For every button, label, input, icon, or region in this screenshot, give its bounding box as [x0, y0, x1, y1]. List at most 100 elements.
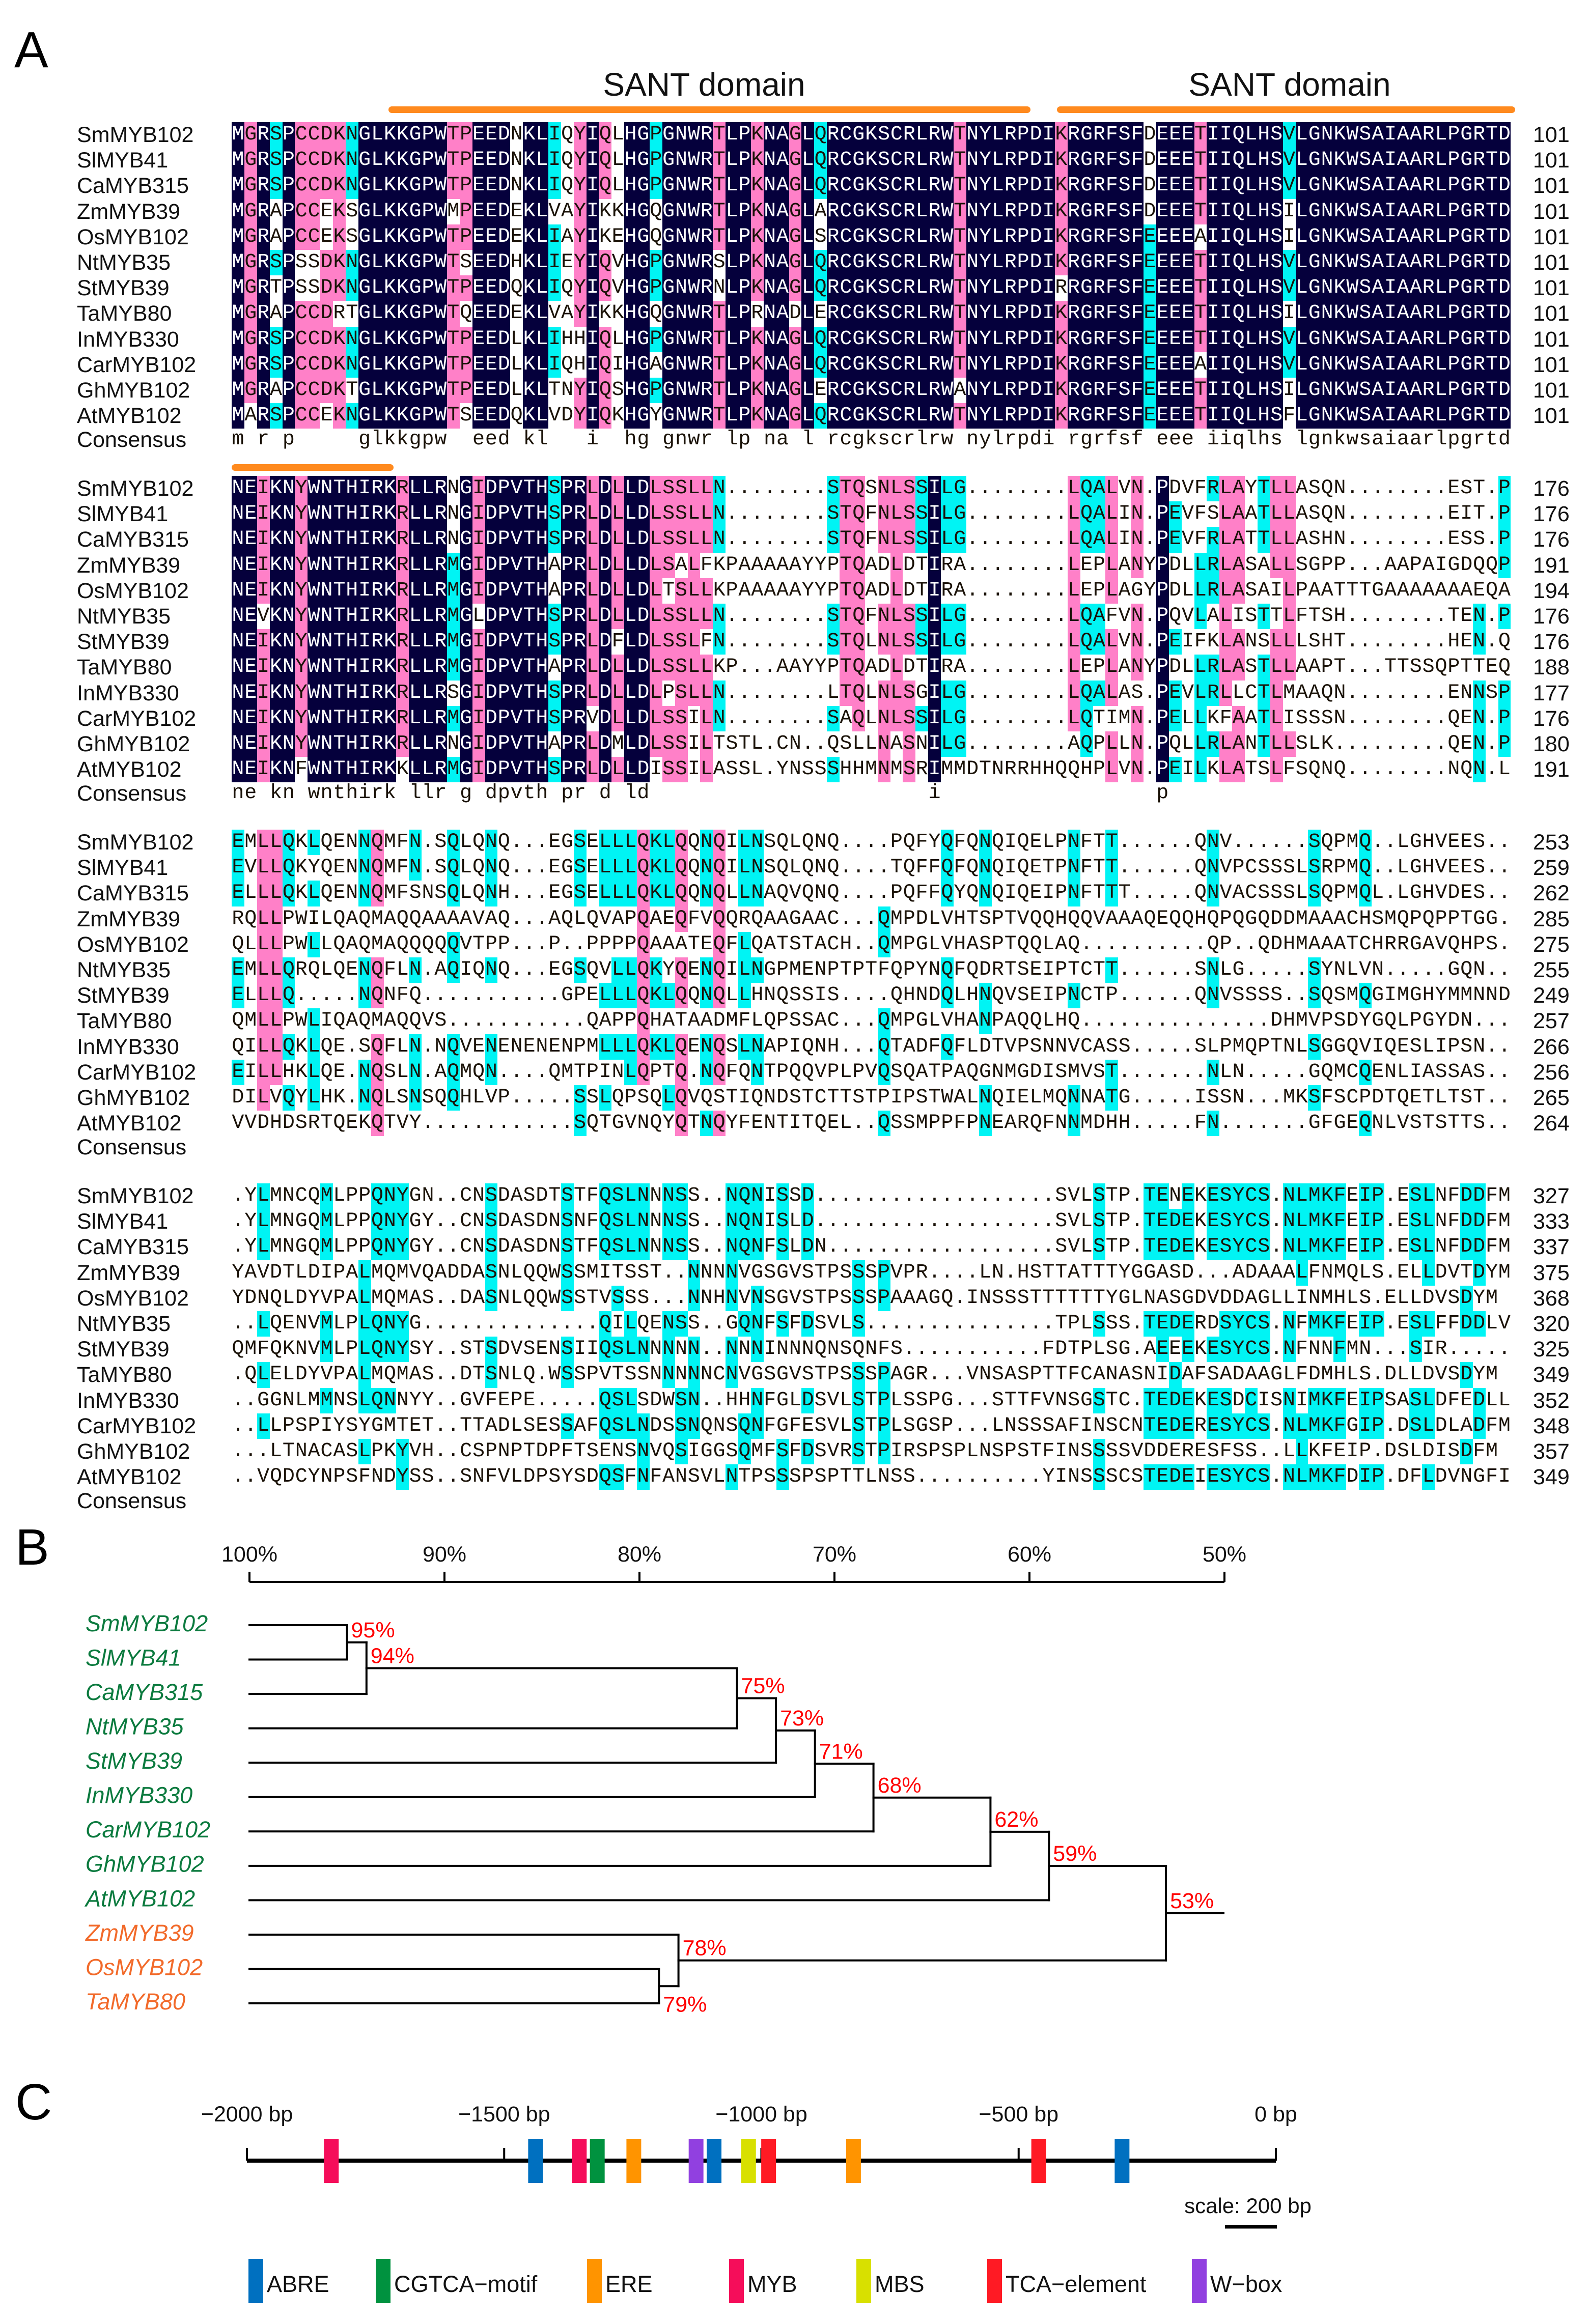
- residue: G: [1308, 553, 1321, 577]
- residue: W: [941, 250, 954, 276]
- residue: N: [1321, 173, 1334, 199]
- residue: L: [409, 552, 422, 578]
- residue: E: [1156, 148, 1169, 174]
- residue: L: [510, 353, 523, 376]
- residue: Q: [510, 276, 523, 300]
- residue: R: [1422, 326, 1435, 352]
- residue: .: [1055, 553, 1068, 577]
- residue: S: [1358, 301, 1372, 327]
- residue: K: [750, 199, 764, 224]
- residue: G: [789, 224, 802, 250]
- residue: G: [409, 326, 422, 352]
- residue: I: [928, 476, 941, 502]
- residue: L: [1067, 578, 1080, 604]
- residue: V: [1182, 477, 1194, 500]
- residue: T: [953, 173, 966, 199]
- residue: K: [333, 275, 346, 301]
- residue: G: [1308, 403, 1321, 429]
- residue: G: [244, 275, 257, 301]
- residue: G: [662, 326, 675, 352]
- residue: N: [966, 275, 979, 301]
- residue: G: [1460, 378, 1473, 404]
- sequence-name: SmMYB102: [77, 123, 194, 147]
- residue: L: [1270, 552, 1283, 578]
- residue: K: [523, 301, 536, 327]
- residue: H: [536, 476, 548, 502]
- residue: S: [877, 122, 890, 148]
- residue: G: [409, 224, 422, 250]
- residue: R: [396, 527, 409, 553]
- residue: E: [320, 200, 333, 223]
- residue: L: [991, 199, 1005, 224]
- residue: L: [1194, 552, 1207, 578]
- residue: G: [637, 250, 650, 276]
- residue: R: [573, 501, 587, 527]
- residue: S: [1118, 224, 1131, 250]
- alignment-row: CaMYB315 NEIKNYWNTHIRKRLLRNGIDPVTHSPRLDLL…: [0, 527, 1589, 553]
- residue: V: [1182, 605, 1194, 628]
- residue: P: [422, 199, 434, 224]
- residue: R: [1004, 326, 1017, 352]
- residue: I: [1384, 301, 1397, 327]
- residue: R: [1207, 527, 1220, 553]
- residue: Q: [1232, 352, 1245, 378]
- residue: S: [877, 326, 890, 352]
- residue: A: [865, 579, 878, 602]
- residue: R: [700, 301, 713, 327]
- residue: G: [358, 122, 371, 148]
- residue: G: [1460, 199, 1473, 224]
- residue: I: [1219, 275, 1233, 301]
- residue: R: [257, 326, 270, 352]
- residue: .: [1435, 477, 1447, 500]
- consensus-residue: m: [232, 428, 244, 451]
- residue: D: [1029, 275, 1042, 301]
- residue: L: [510, 327, 523, 351]
- residue: E: [510, 302, 523, 325]
- residue: P: [1295, 579, 1308, 602]
- residue: A: [1397, 301, 1410, 327]
- residue: N: [320, 501, 333, 527]
- residue: R: [903, 403, 916, 429]
- residue: H: [624, 326, 637, 352]
- residue: N: [1131, 552, 1144, 578]
- residue: K: [865, 403, 878, 429]
- residue: L: [1194, 604, 1207, 630]
- residue: E: [1168, 250, 1182, 276]
- residue: G: [662, 148, 675, 174]
- residue: P: [459, 199, 472, 224]
- residue: .: [1346, 502, 1359, 526]
- residue: T: [713, 148, 726, 174]
- residue: N: [713, 501, 726, 527]
- residue: Q: [814, 326, 827, 352]
- residue: H: [345, 527, 358, 553]
- residue: P: [1498, 476, 1511, 502]
- consensus-residue: g: [1080, 428, 1093, 451]
- residue: R: [1093, 199, 1106, 224]
- residue: P: [561, 604, 574, 630]
- residue: .: [1004, 630, 1017, 654]
- consensus-residue: d: [1029, 428, 1042, 451]
- residue: E: [1181, 378, 1194, 404]
- residue: P: [422, 148, 434, 174]
- residue: K: [396, 378, 409, 404]
- residue: D: [1498, 199, 1511, 224]
- consensus-residue: k: [523, 428, 536, 451]
- residue: S: [675, 527, 688, 553]
- residue: S: [548, 604, 561, 630]
- consensus-residue: p: [282, 428, 295, 451]
- residue: G: [1308, 275, 1321, 301]
- residue: E: [1156, 199, 1169, 224]
- residue: .: [814, 477, 827, 500]
- consensus-residue: r: [903, 428, 915, 451]
- residue: T: [333, 629, 346, 655]
- residue: P: [459, 275, 472, 301]
- residue: W: [941, 148, 954, 174]
- consensus-label: Consensus: [77, 428, 187, 452]
- residue: L: [687, 527, 701, 553]
- residue: G: [662, 352, 675, 378]
- residue: R: [827, 122, 840, 148]
- residue: C: [840, 199, 852, 224]
- residue: S: [1118, 173, 1131, 199]
- residue: N: [1321, 301, 1334, 327]
